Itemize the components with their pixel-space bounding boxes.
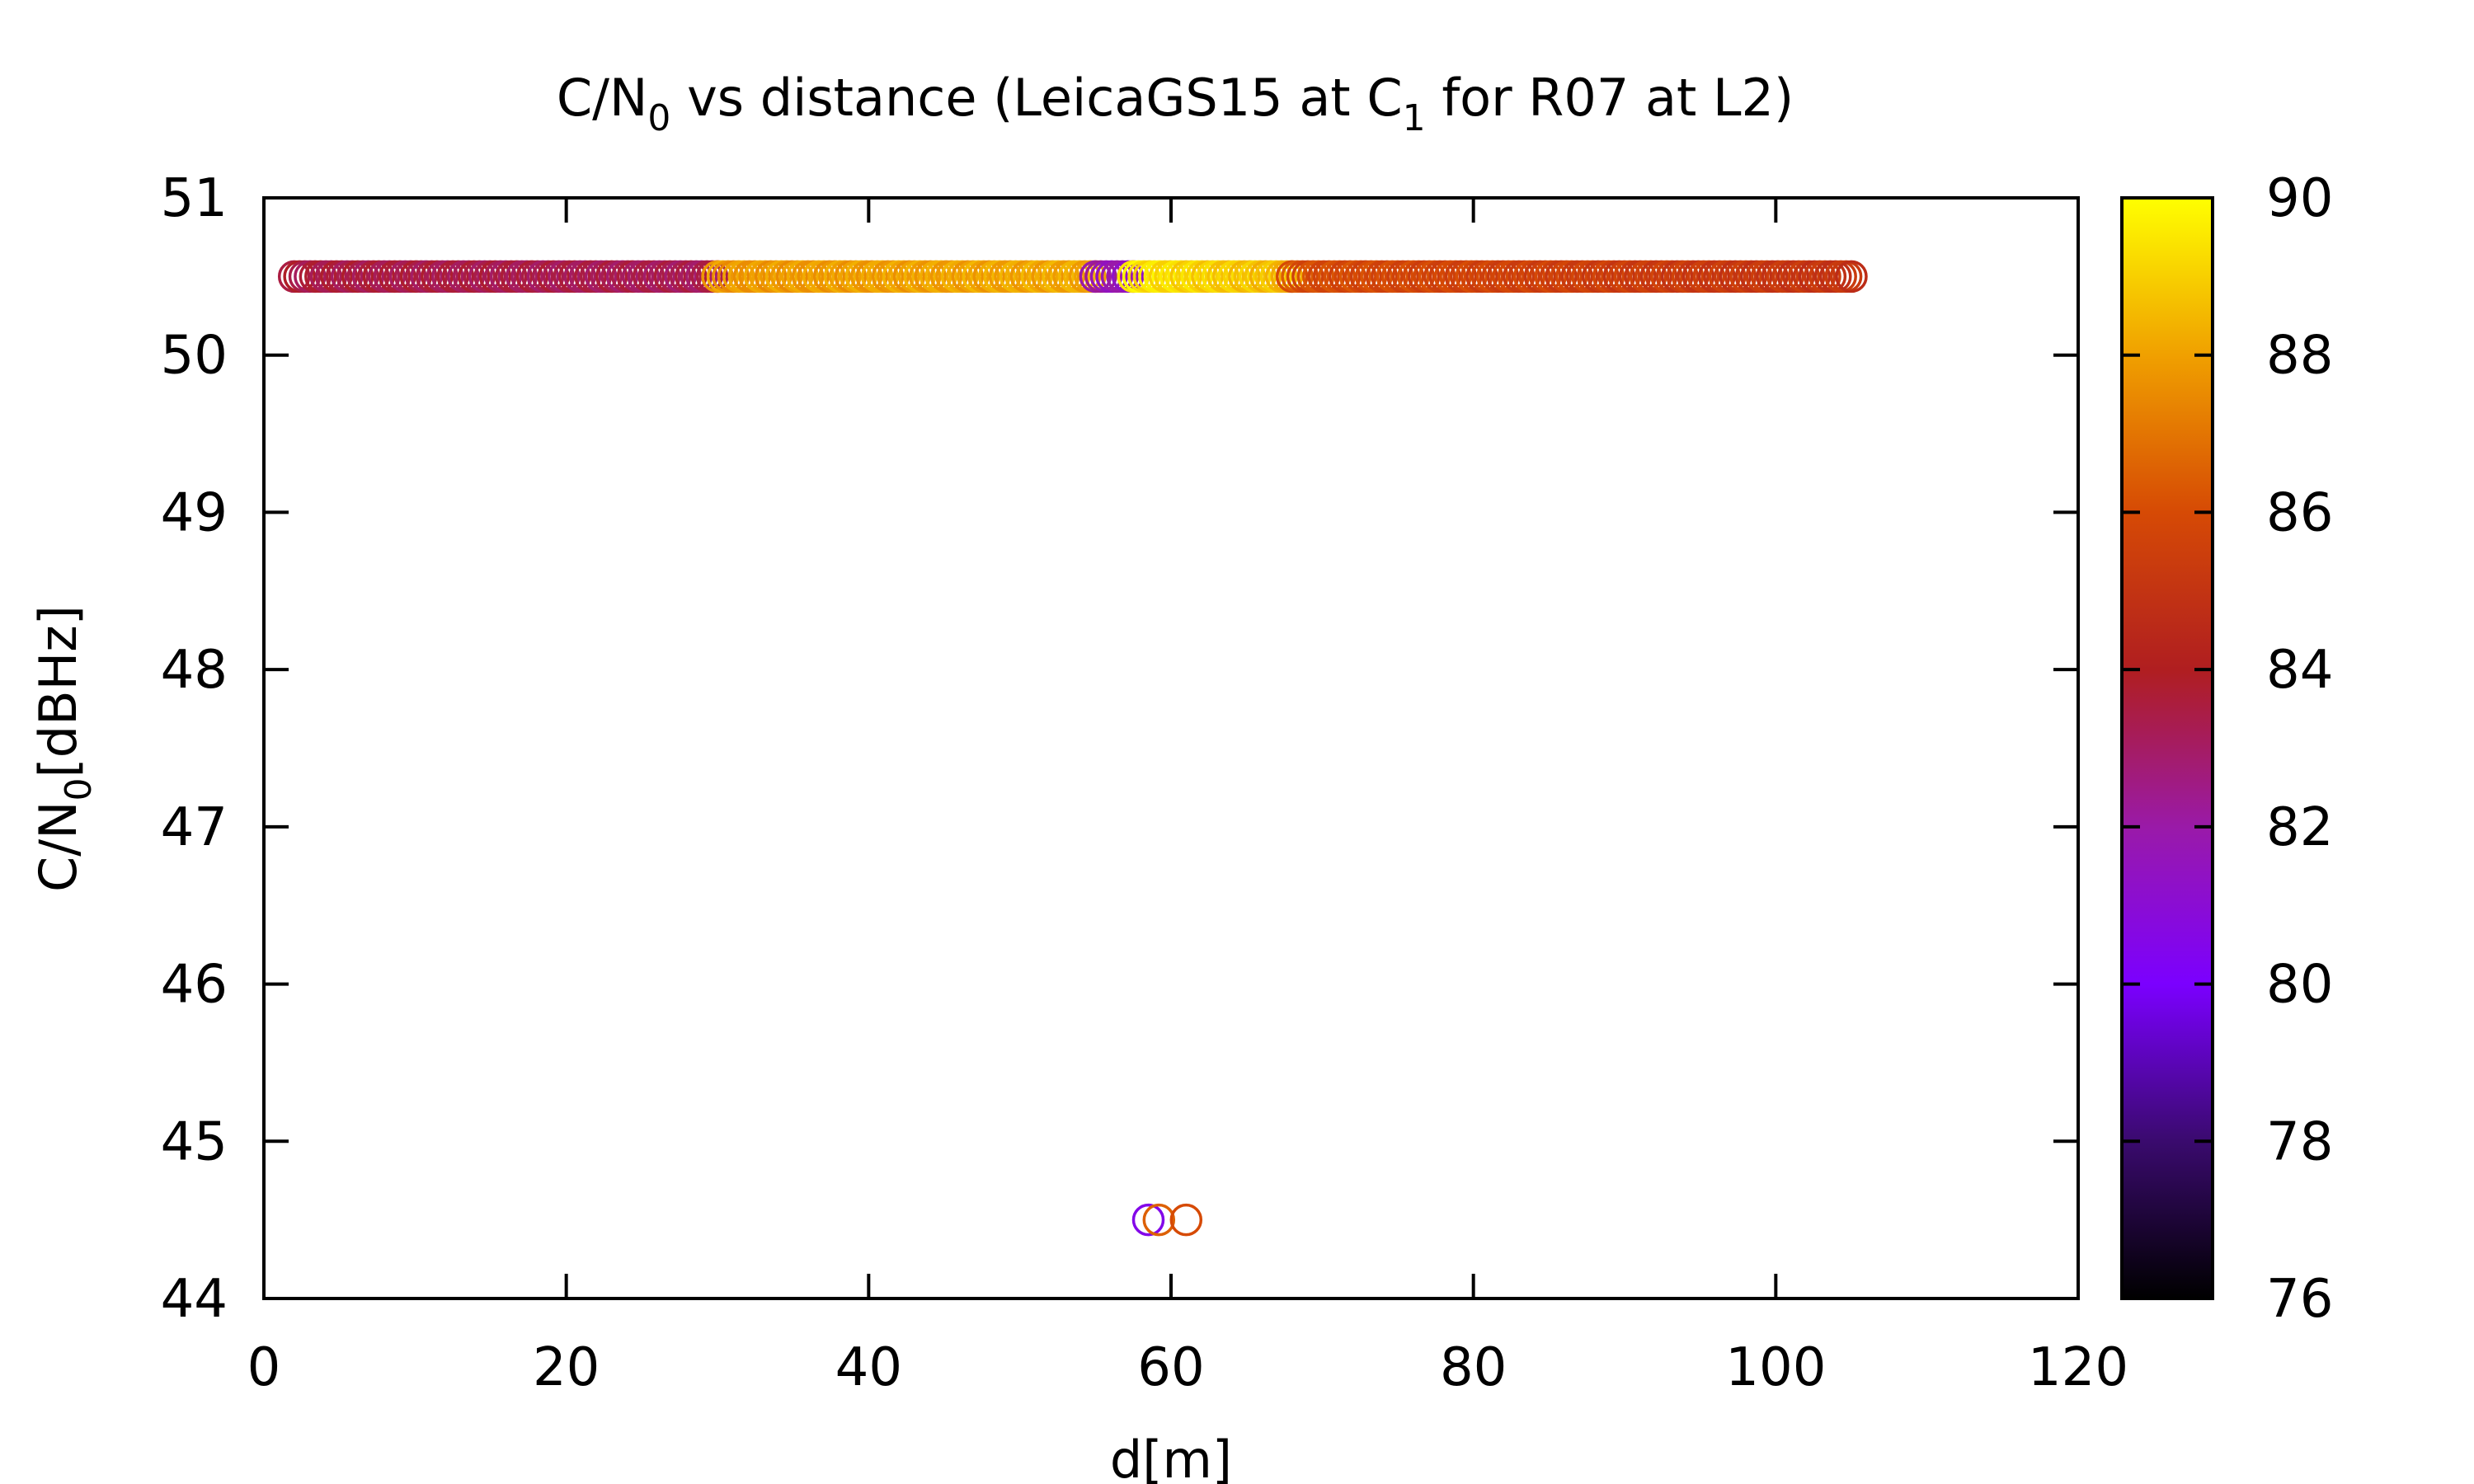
- y-tick-label: 47: [161, 797, 228, 858]
- chart-title: C/N0 vs distance (LeicaGS15 at C1 for R0…: [557, 68, 1794, 139]
- y-tick-label: 44: [161, 1269, 228, 1330]
- x-tick-label: 120: [2028, 1337, 2128, 1398]
- scatter-points: [277, 260, 1868, 1237]
- y-tick-label: 51: [161, 168, 228, 229]
- x-axis-label: d[m]: [1110, 1430, 1232, 1484]
- data-point: [1169, 1203, 1203, 1237]
- y-tick-label: 48: [161, 640, 228, 701]
- x-tick-labels: 0 20 40 60 80 100 120: [247, 1337, 2128, 1398]
- axis-ticks: [262, 196, 2080, 1300]
- y-axis-label: C/N0[dBHz]: [28, 605, 100, 892]
- x-tick-label: 100: [1725, 1337, 1826, 1398]
- x-tick-label: 0: [247, 1337, 281, 1398]
- data-point: [1835, 260, 1868, 294]
- colorbar-tick-label: 84: [2266, 640, 2333, 701]
- colorbar-tick-label: 86: [2266, 482, 2333, 543]
- y-tick-label: 49: [161, 482, 228, 543]
- y-tick-labels: 44 45 46 47 48 49 50 51: [161, 168, 228, 1330]
- data-point: [1142, 1203, 1176, 1237]
- plot-area: [262, 196, 2080, 1300]
- x-tick-label: 60: [1137, 1337, 1204, 1398]
- x-tick-label: 80: [1440, 1337, 1507, 1398]
- y-tick-label: 45: [161, 1111, 228, 1172]
- colorbar-tick-label: 82: [2266, 797, 2333, 858]
- colorbar-tick-label: 76: [2266, 1269, 2333, 1330]
- colorbar-tick-label: 78: [2266, 1111, 2333, 1172]
- colorbar-ticks: [2122, 196, 2213, 1300]
- colorbar-tick-labels: 76 78 80 82 84 86 88 90: [2266, 168, 2333, 1330]
- colorbar: [2120, 196, 2214, 1300]
- x-tick-label: 20: [533, 1337, 600, 1398]
- y-tick-label: 50: [161, 326, 228, 387]
- y-tick-label: 46: [161, 955, 228, 1016]
- colorbar-tick-label: 80: [2266, 955, 2333, 1016]
- x-tick-label: 40: [835, 1337, 902, 1398]
- data-point: [1131, 1203, 1165, 1237]
- colorbar-tick-label: 88: [2266, 326, 2333, 387]
- colorbar-tick-label: 90: [2266, 168, 2333, 229]
